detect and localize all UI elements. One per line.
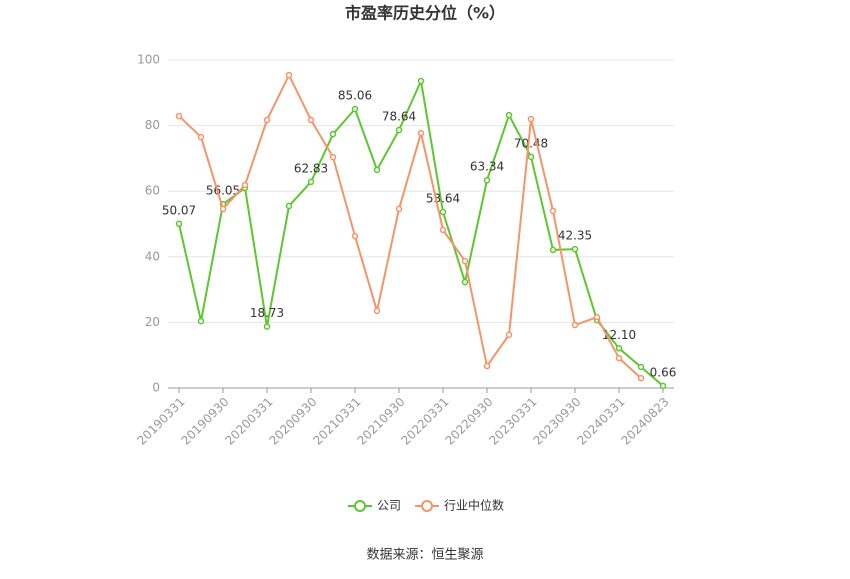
point	[549, 246, 557, 254]
point	[527, 115, 535, 123]
point	[373, 166, 381, 174]
y-tick-label: 0	[152, 381, 160, 395]
point	[483, 176, 491, 184]
point	[175, 112, 183, 120]
data-label: 18.73	[250, 306, 284, 320]
data-label: 50.07	[162, 203, 196, 217]
point	[593, 313, 601, 321]
y-tick-label: 80	[145, 118, 160, 132]
point	[571, 321, 579, 329]
point	[417, 129, 425, 137]
point	[285, 202, 293, 210]
point	[395, 205, 403, 213]
data-label: 85.06	[338, 89, 372, 103]
legend-label: 行业中位数	[444, 498, 504, 513]
data-label: 62.83	[294, 161, 328, 175]
y-tick-label: 100	[137, 53, 160, 67]
data-label: 63.34	[470, 160, 504, 174]
point	[263, 116, 271, 124]
point	[439, 208, 447, 216]
point	[329, 130, 337, 138]
point	[461, 257, 469, 265]
point	[483, 362, 491, 370]
legend-marker	[421, 500, 434, 512]
y-tick-label: 60	[145, 184, 160, 198]
y-tick-label: 20	[145, 315, 160, 329]
data-label: 78.64	[382, 110, 416, 124]
point	[395, 126, 403, 134]
point	[197, 317, 205, 325]
point	[439, 226, 447, 234]
point	[571, 245, 579, 253]
point	[373, 307, 381, 315]
source: 数据来源：恒生聚源	[366, 548, 483, 563]
point	[527, 153, 535, 161]
data-label: 56.05	[206, 184, 240, 198]
point	[505, 111, 513, 119]
legend-label: 公司	[377, 499, 401, 513]
point	[197, 133, 205, 141]
data-label: 12.10	[602, 328, 636, 342]
point	[307, 178, 315, 186]
point	[263, 323, 271, 330]
point	[285, 71, 293, 79]
point	[351, 232, 359, 240]
series-line	[178, 72, 642, 379]
data-label: 70.48	[514, 136, 548, 150]
point	[219, 205, 227, 213]
point	[615, 354, 623, 362]
point	[615, 345, 623, 352]
y-tick-label: 40	[145, 249, 160, 263]
point	[351, 105, 359, 113]
point	[241, 181, 249, 189]
point	[505, 331, 513, 339]
point	[549, 207, 557, 215]
x-tick-label: 20240823	[619, 395, 672, 448]
point	[307, 116, 315, 124]
data-label: 42.35	[558, 229, 592, 243]
point	[637, 363, 645, 371]
data-label: 0.66	[650, 365, 677, 379]
chart-title: 市盈率历史分位（%）	[345, 4, 505, 23]
point	[461, 278, 469, 286]
legend-marker	[354, 500, 366, 512]
point	[417, 77, 425, 85]
point	[659, 382, 667, 390]
point	[329, 153, 337, 161]
data-label: 53.64	[426, 192, 460, 206]
point	[637, 374, 645, 382]
point	[175, 220, 183, 228]
